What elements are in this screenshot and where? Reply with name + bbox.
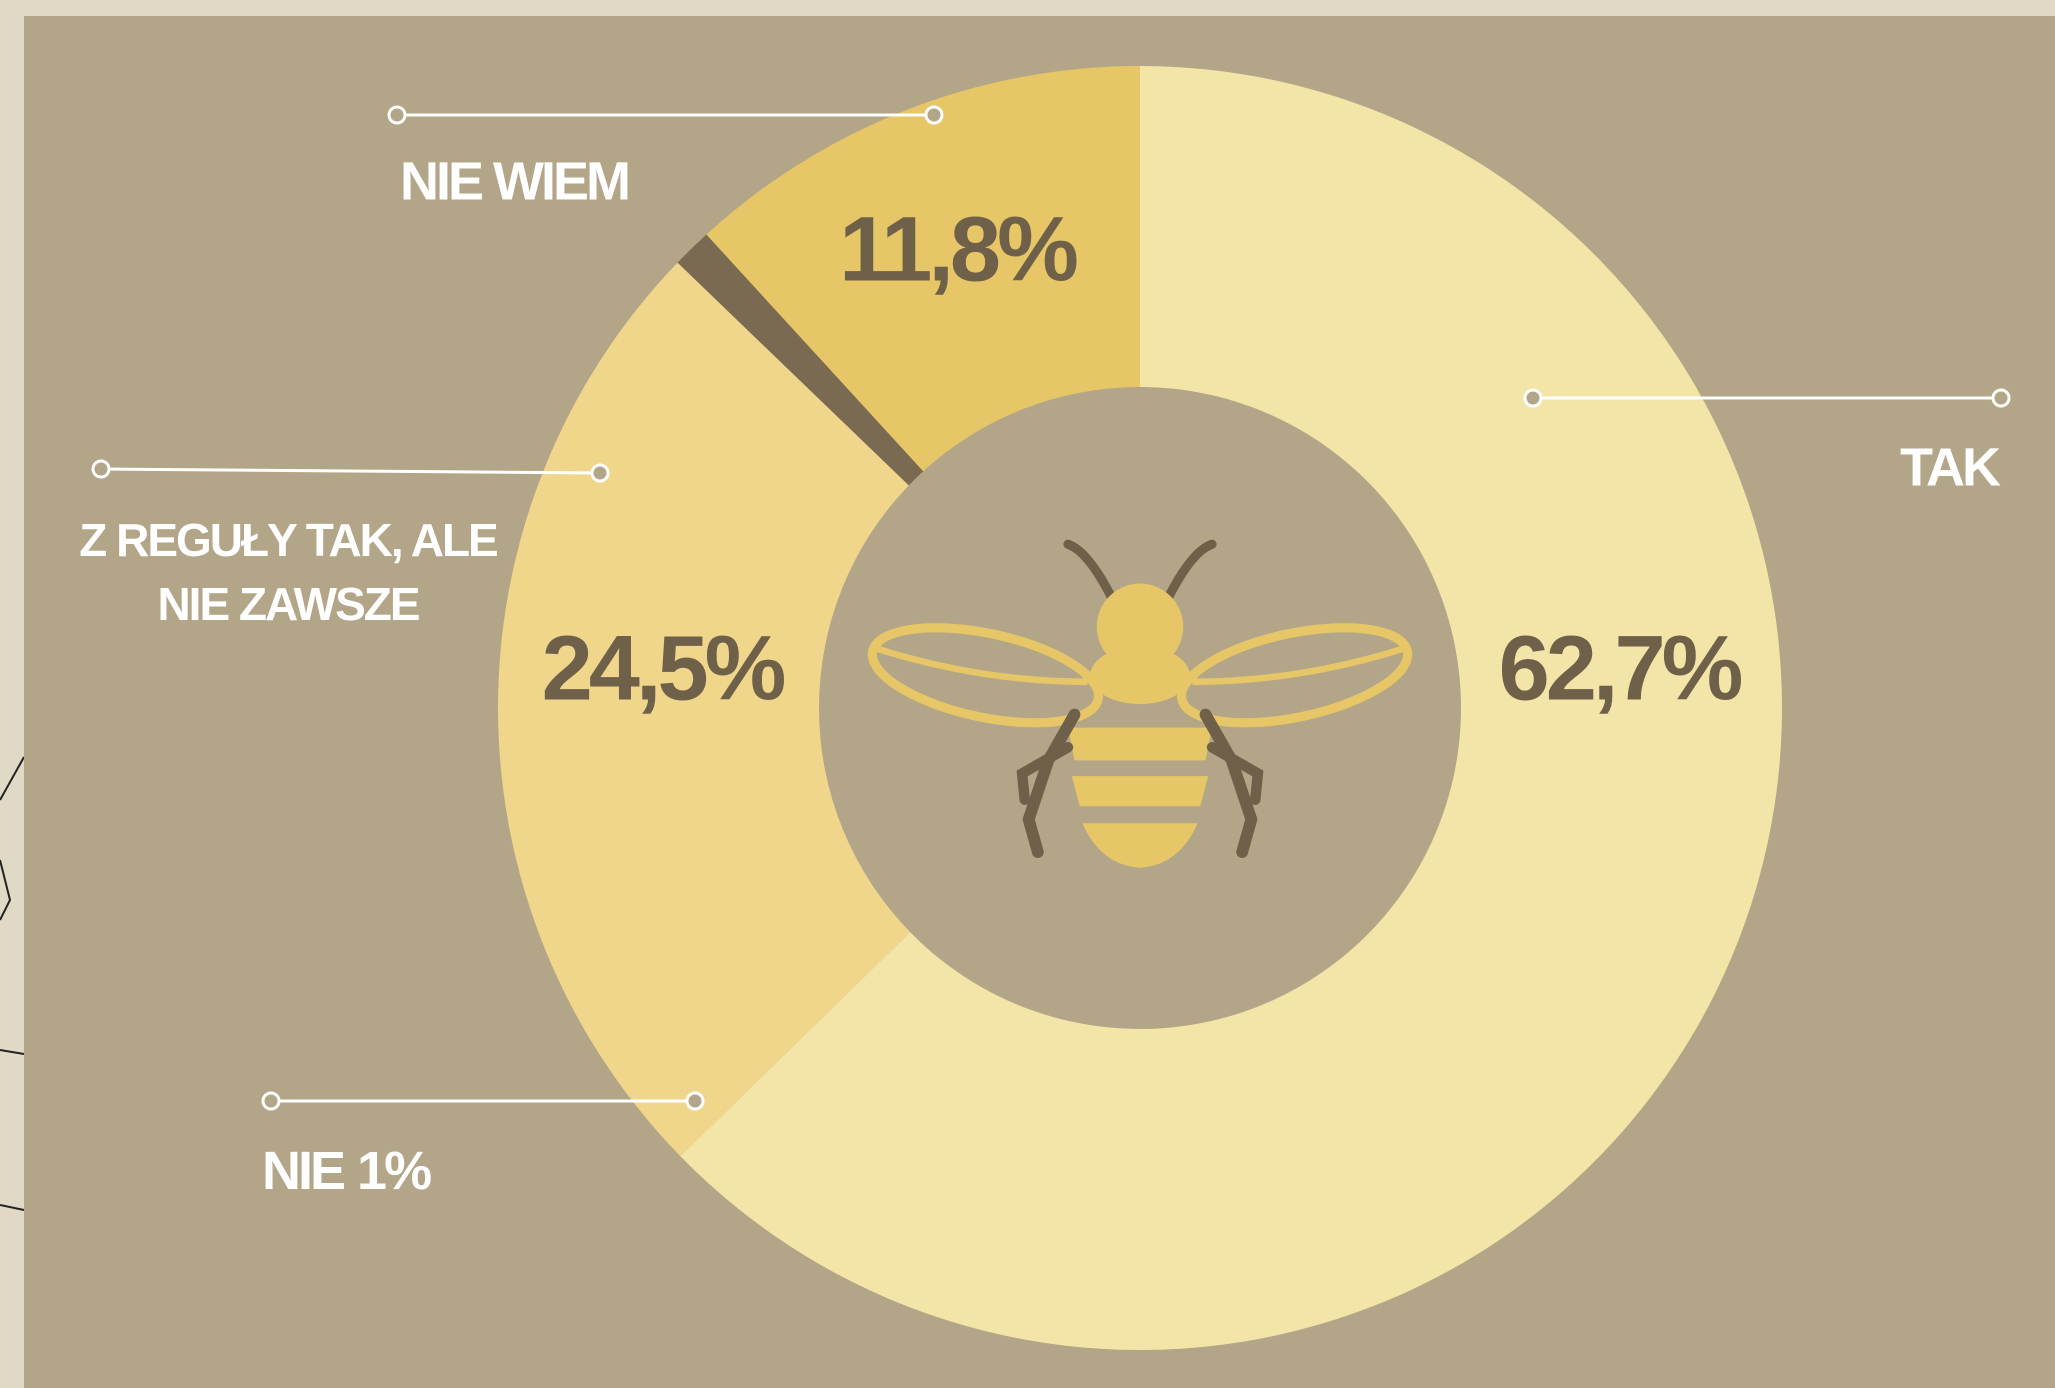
- value-label: 62,7%: [1499, 617, 1742, 719]
- category-label: Z REGUŁY TAK, ALE NIE ZAWSZE: [79, 514, 499, 630]
- slice: [680, 66, 1782, 1350]
- slice: [706, 65, 1140, 472]
- category-label: NIE WIEM: [400, 151, 628, 211]
- donut: [498, 65, 1782, 1350]
- value-label: 11,8%: [839, 198, 1077, 300]
- leader-lines: [91, 105, 2011, 1111]
- slice: [498, 262, 911, 1157]
- category-label: NIE 1%: [262, 1141, 431, 1201]
- decor: [0, 756, 25, 1211]
- slice: [677, 234, 924, 486]
- bee-icon: [867, 539, 1413, 868]
- category-label: NIE: [262, 1141, 344, 1201]
- value-label: 1%: [357, 1141, 431, 1201]
- category-label: TAK: [1900, 437, 2001, 497]
- value-label: 24,5%: [542, 617, 785, 719]
